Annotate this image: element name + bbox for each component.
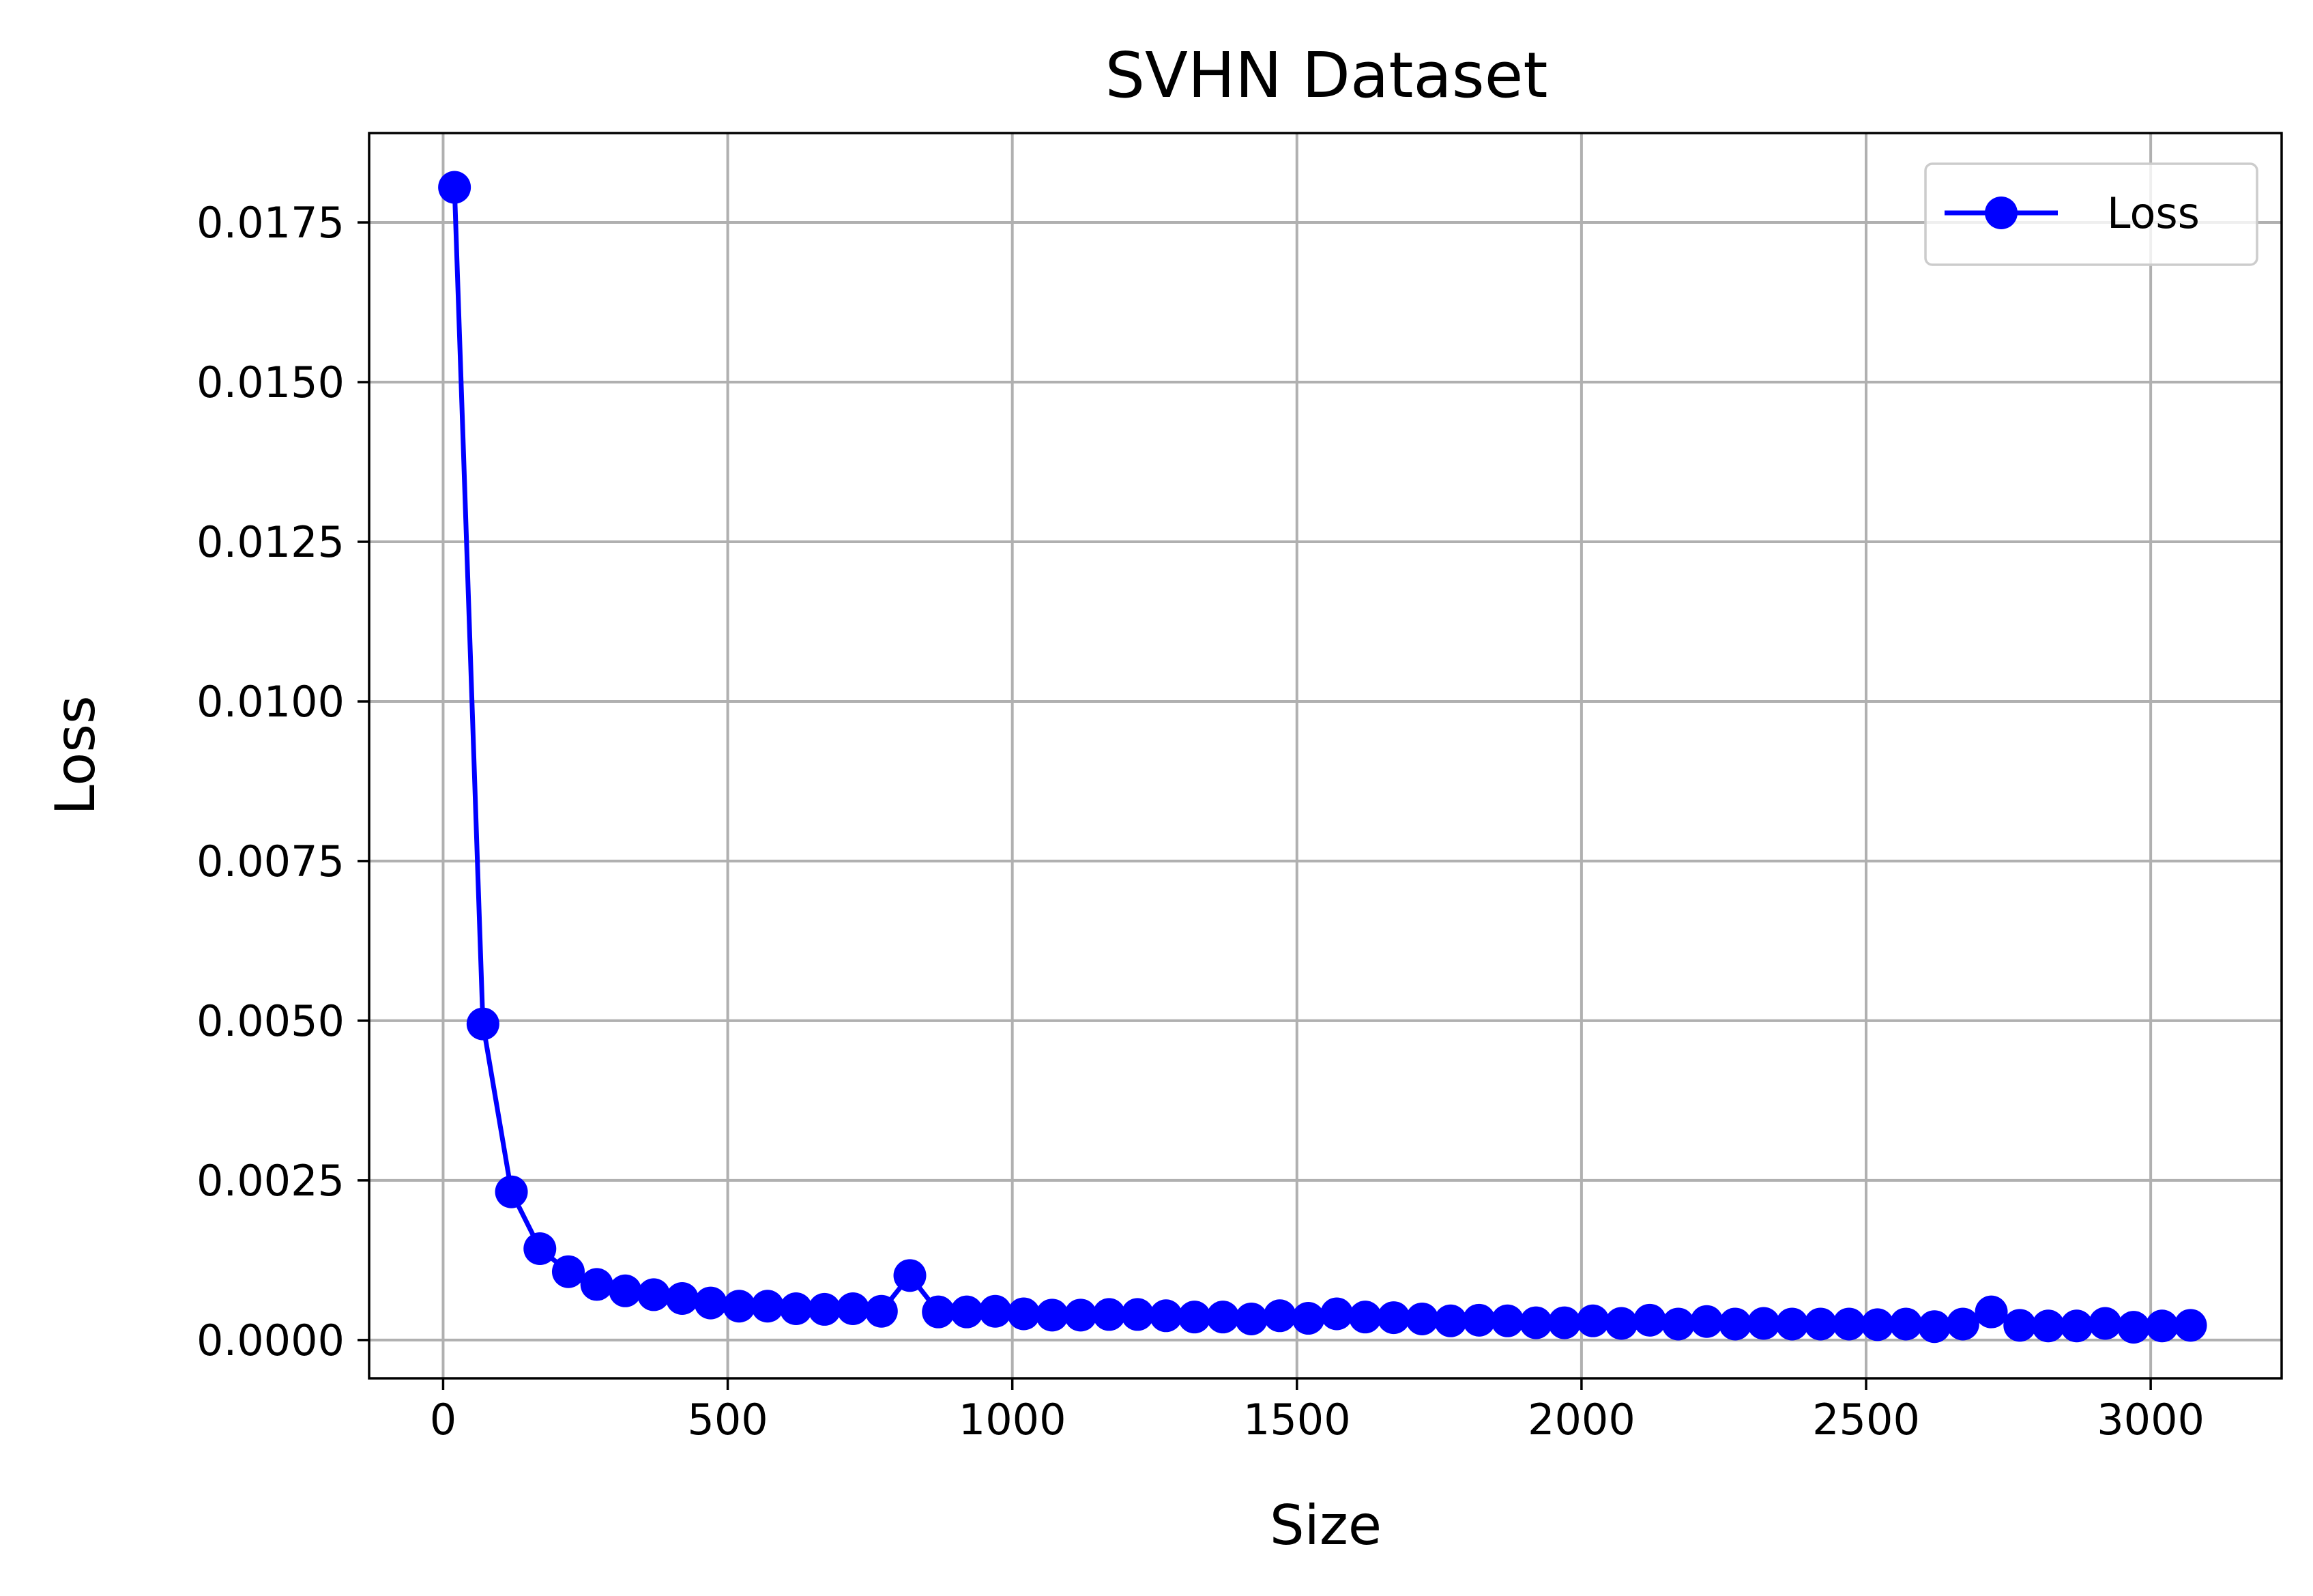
data-point [2089,1307,2122,1340]
data-point [1775,1307,1809,1341]
data-point [1661,1307,1695,1341]
data-point [1320,1297,1354,1331]
grid [369,133,2282,1378]
data-point [665,1282,699,1316]
data-point [1149,1299,1182,1333]
data-point [1946,1307,1979,1341]
data-point [1462,1303,1496,1337]
data-point [438,171,471,204]
data-point [922,1295,955,1329]
data-point [2117,1311,2151,1344]
data-point [2003,1309,2037,1342]
chart-title: SVHN Dataset [1105,39,1548,112]
x-tick-label: 1000 [959,1395,1066,1445]
data-point [1348,1301,1382,1334]
data-point [1861,1308,1894,1341]
x-tick-label: 3000 [2097,1395,2205,1445]
data-point [1292,1302,1325,1335]
data-point [1747,1307,1780,1340]
data-point [637,1278,671,1311]
data-point [723,1290,756,1323]
data-point [1491,1304,1524,1337]
data-point [2031,1309,2065,1343]
data-point [978,1294,1012,1328]
data-point [1690,1305,1723,1338]
y-tick-label: 0.0100 [197,677,345,727]
x-tick-label: 500 [687,1395,768,1445]
data-point [1206,1301,1240,1334]
data-point [1832,1307,1865,1341]
x-tick-label: 2500 [1812,1395,1920,1445]
data-point [1235,1302,1268,1335]
series-layer [438,171,2207,1344]
y-tick-label: 0.0175 [197,198,345,248]
data-point [1263,1299,1296,1333]
data-point [551,1255,585,1288]
data-point [2174,1309,2207,1342]
data-point [1121,1298,1154,1331]
data-point [808,1292,841,1326]
data-point [751,1290,784,1323]
data-point [1889,1307,1923,1341]
data-point [837,1292,870,1325]
data-point [893,1259,927,1292]
legend-marker-sample [1985,197,2018,229]
axis-ticks: 0 500 1000 1500 2000 2500 3000 0.0000 0.0025 0.00… [197,198,2205,1445]
data-point [2060,1309,2093,1343]
x-axis-label: Size [1270,1494,1382,1557]
x-tick-label: 2000 [1528,1395,1635,1445]
data-point [1434,1304,1468,1337]
x-tick-label: 1500 [1243,1395,1351,1445]
data-point [950,1295,983,1329]
data-point [466,1007,499,1041]
data-point [1092,1298,1126,1331]
data-point [495,1175,528,1208]
data-point [1519,1306,1553,1339]
data-point [1719,1307,1752,1341]
data-point [694,1286,727,1320]
legend-frame [1924,162,2258,266]
data-point [1064,1298,1097,1332]
data-point [2145,1309,2179,1343]
y-tick-label: 0.0050 [197,996,345,1046]
data-point [1178,1301,1211,1334]
data-point [1804,1307,1837,1341]
legend: Loss [1924,162,2258,266]
data-point [1576,1304,1610,1337]
data-point [1377,1301,1410,1335]
data-point [1633,1303,1667,1337]
data-point [1547,1306,1581,1339]
data-point [1605,1307,1638,1340]
y-tick-label: 0.0150 [197,358,345,407]
data-point [1918,1310,1951,1344]
data-point [864,1294,898,1328]
data-point [1007,1297,1041,1331]
legend-entry-loss: Loss [2107,188,2200,238]
y-tick-label: 0.0000 [197,1316,345,1365]
data-point [609,1274,642,1307]
plot-frame [368,132,2283,1380]
data-point [779,1292,813,1325]
x-tick-label: 0 [430,1395,456,1445]
y-tick-label: 0.0025 [197,1156,345,1206]
y-axis-label: Loss [44,695,107,815]
y-tick-label: 0.0075 [197,837,345,886]
data-point [1975,1295,2008,1329]
data-point [523,1232,557,1266]
data-point [1406,1302,1439,1335]
y-tick-label: 0.0125 [197,517,345,567]
data-point [1036,1298,1069,1332]
data-point [580,1268,613,1301]
